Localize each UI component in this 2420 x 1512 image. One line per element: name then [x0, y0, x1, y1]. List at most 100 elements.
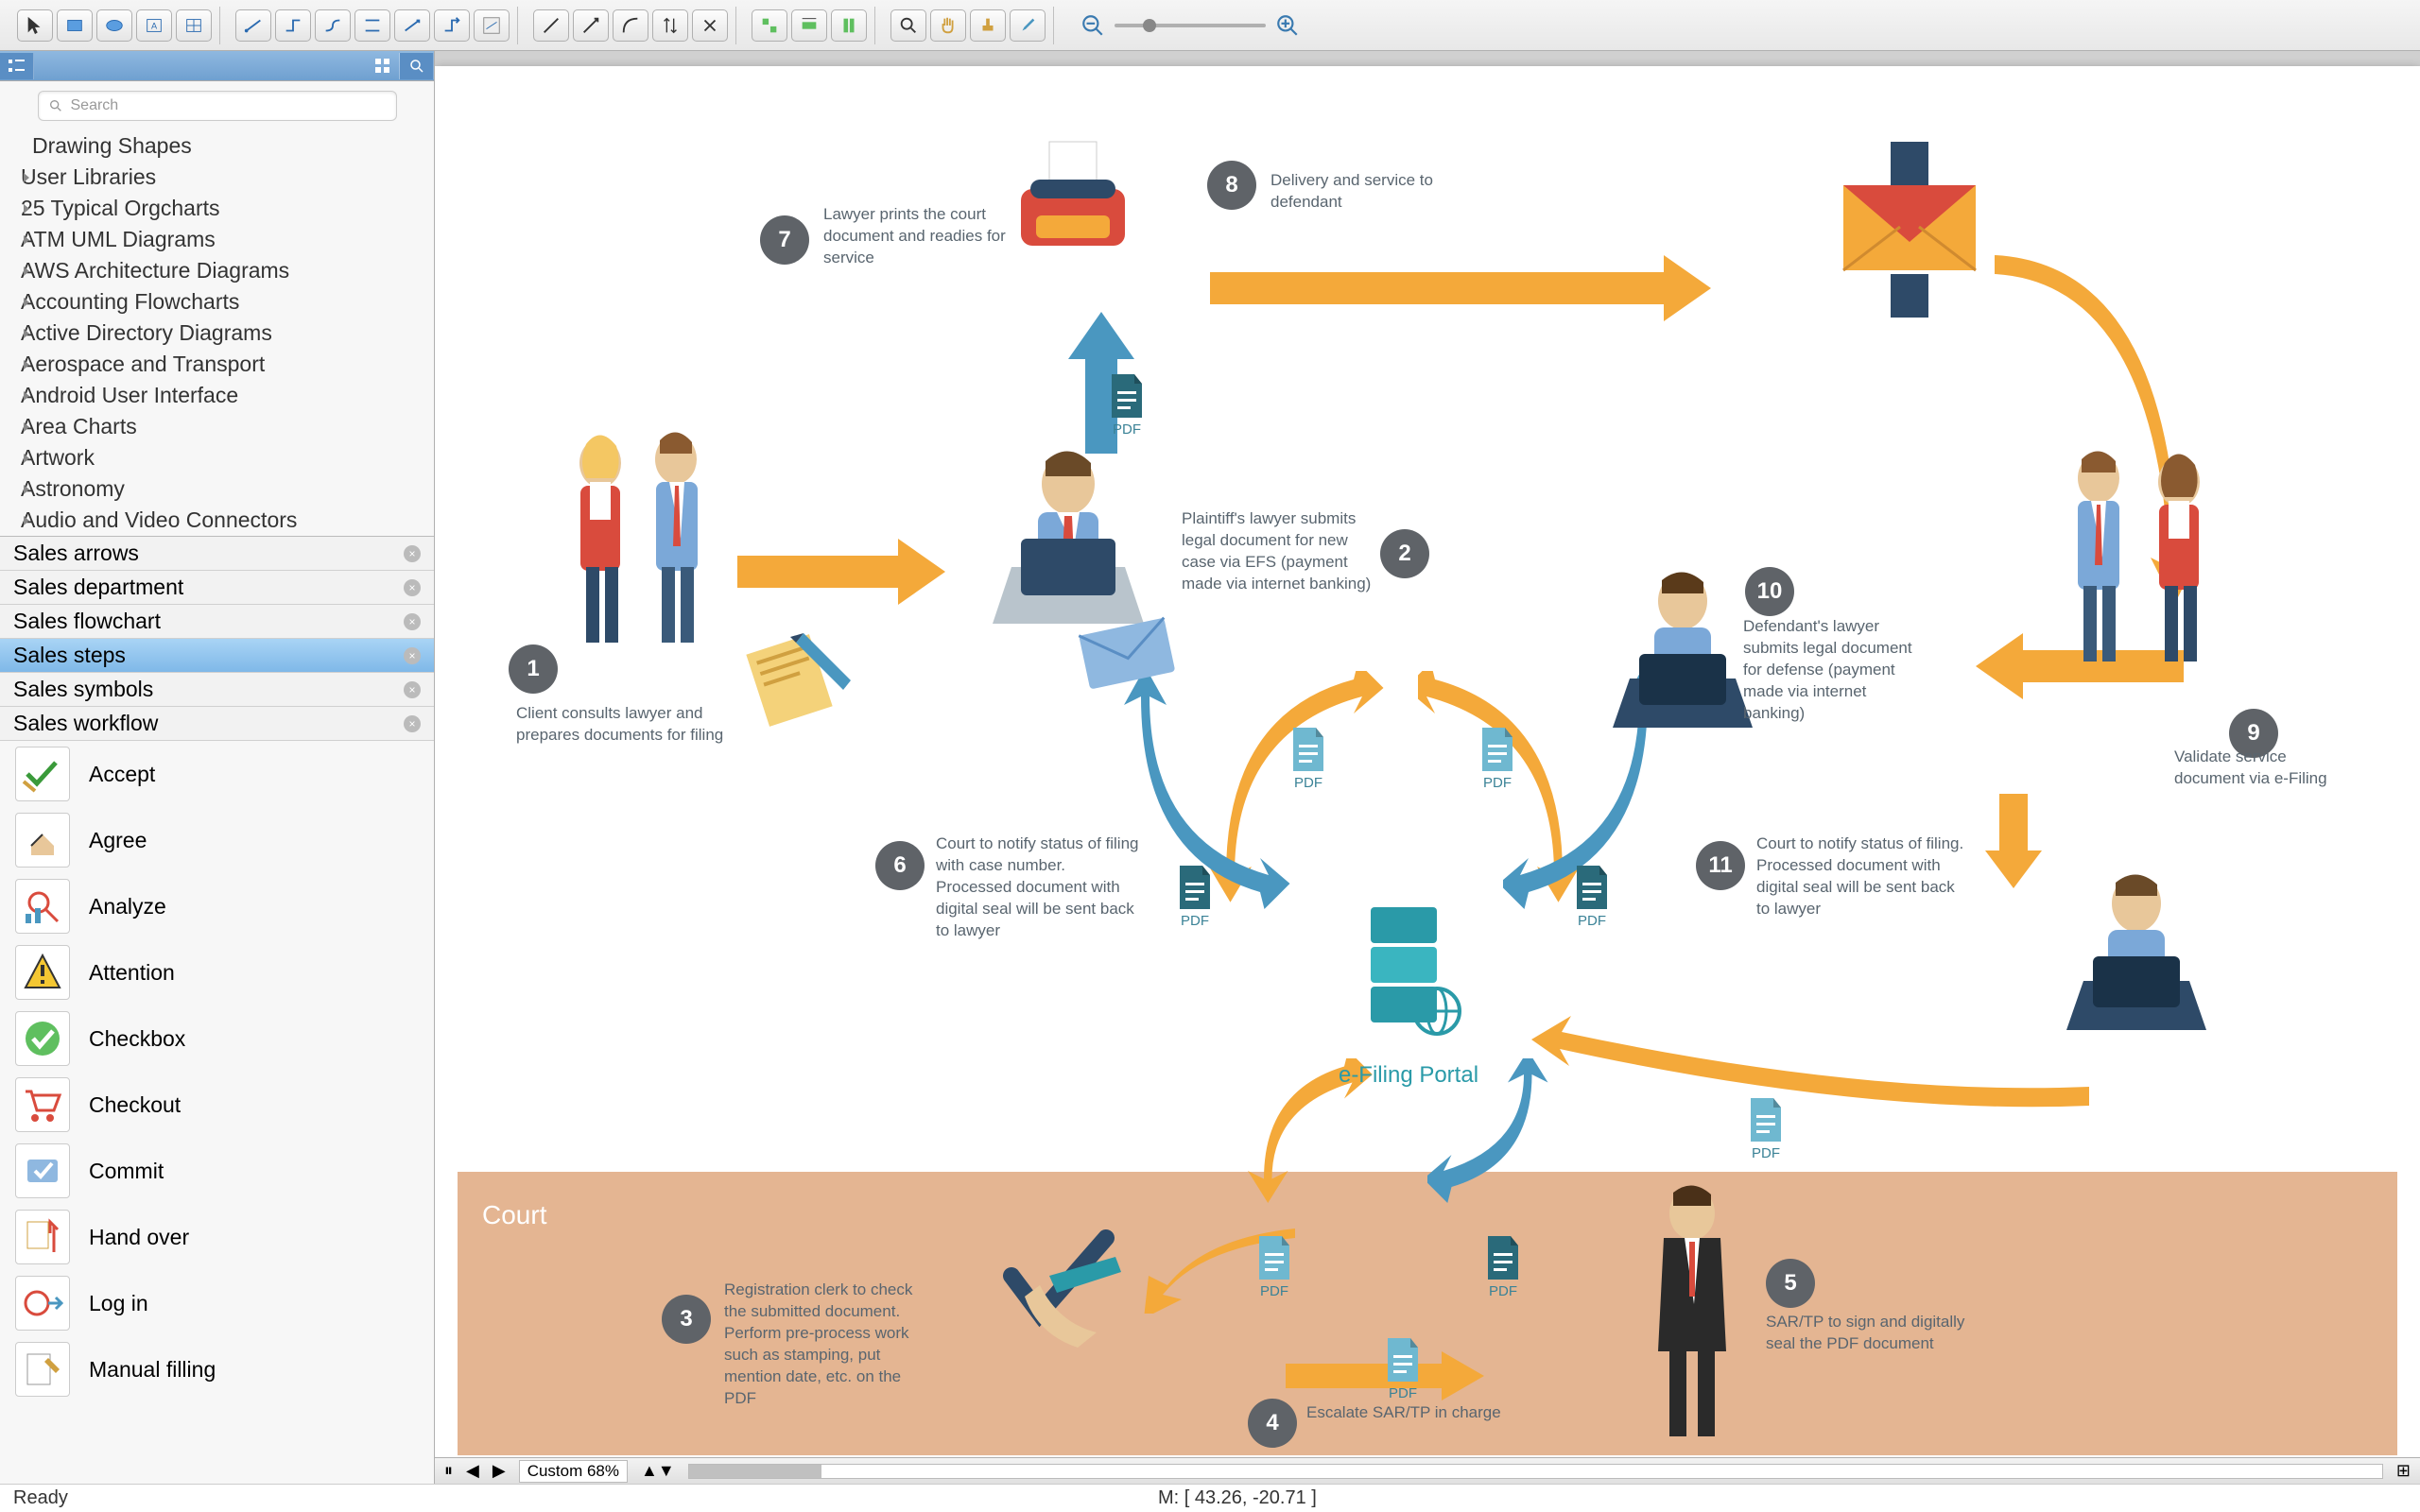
status-bar: Ready M: [ 43.26, -20.71 ]: [0, 1484, 2420, 1512]
connector-tool-7[interactable]: [474, 9, 510, 42]
zoom-slider[interactable]: [1080, 13, 1300, 38]
shape-label: Commit: [89, 1159, 164, 1184]
shape-item[interactable]: Accept: [0, 741, 434, 807]
shape-item[interactable]: Hand over: [0, 1204, 434, 1270]
zoom-tool[interactable]: [890, 9, 926, 42]
close-icon[interactable]: ×: [404, 715, 421, 732]
connector-tool-5[interactable]: [394, 9, 430, 42]
eyedropper-tool[interactable]: [1010, 9, 1046, 42]
stamp-tool[interactable]: [970, 9, 1006, 42]
connector-tool-3[interactable]: [315, 9, 351, 42]
library-item[interactable]: User Libraries: [0, 162, 434, 193]
align-tool-2[interactable]: [791, 9, 827, 42]
close-icon[interactable]: ×: [404, 579, 421, 596]
line-tool-5[interactable]: [692, 9, 728, 42]
library-item[interactable]: Aerospace and Transport: [0, 349, 434, 380]
library-item[interactable]: Accounting Flowcharts: [0, 286, 434, 318]
library-tab[interactable]: Sales flowchart ×: [0, 605, 434, 639]
select-tool[interactable]: [17, 9, 53, 42]
zoom-select[interactable]: Custom 68%: [519, 1460, 628, 1483]
pdf-icon: PDF: [1382, 1336, 1424, 1401]
library-item[interactable]: Artwork: [0, 442, 434, 473]
shape-thumb: [15, 1011, 70, 1066]
shape-thumb: [15, 1210, 70, 1264]
shape-thumb: [15, 1077, 70, 1132]
step-number: 1: [509, 644, 558, 694]
shape-item[interactable]: Attention: [0, 939, 434, 1005]
library-item[interactable]: AWS Architecture Diagrams: [0, 255, 434, 286]
chevron-right-icon: [21, 172, 32, 183]
library-item[interactable]: Drawing Shapes: [0, 130, 434, 162]
library-tab[interactable]: Sales arrows×: [0, 537, 434, 571]
line-tool-2[interactable]: [573, 9, 609, 42]
pan-tool[interactable]: [930, 9, 966, 42]
arrow-icon: [1531, 1011, 2099, 1125]
coordinates: M: [ 43.26, -20.71 ]: [1158, 1487, 1317, 1509]
library-item[interactable]: Area Charts: [0, 411, 434, 442]
toolbar-group-align: [744, 7, 875, 44]
rect-tool[interactable]: [57, 9, 93, 42]
connector-tool-6[interactable]: [434, 9, 470, 42]
close-icon[interactable]: ×: [404, 613, 421, 630]
step-number: 6: [875, 841, 925, 890]
shape-thumb: [15, 1143, 70, 1198]
step-number: 8: [1207, 161, 1256, 210]
page-nav-pause[interactable]: ⏸: [444, 1461, 453, 1481]
person-laptop-icon: [2061, 869, 2212, 1044]
library-tab[interactable]: Sales department×: [0, 571, 434, 605]
shape-item[interactable]: Manual filling: [0, 1336, 434, 1402]
shape-item[interactable]: Agree: [0, 807, 434, 873]
line-tool-3[interactable]: [613, 9, 648, 42]
shape-item[interactable]: Checkout: [0, 1072, 434, 1138]
zoom-in-icon[interactable]: [1275, 13, 1300, 38]
zoom-out-icon[interactable]: [1080, 13, 1105, 38]
close-icon[interactable]: ×: [404, 647, 421, 664]
sidebar-search-toggle[interactable]: [400, 53, 434, 79]
pdf-icon: PDF: [1106, 372, 1148, 438]
zoom-stepper[interactable]: ▲▼: [641, 1461, 675, 1481]
close-icon[interactable]: ×: [404, 545, 421, 562]
chevron-right-icon: [21, 515, 32, 526]
library-tab[interactable]: Sales steps×: [0, 639, 434, 673]
shape-item[interactable]: Analyze: [0, 873, 434, 939]
connector-tool-1[interactable]: [235, 9, 271, 42]
chevron-right-icon: [21, 234, 32, 246]
library-item[interactable]: Active Directory Diagrams: [0, 318, 434, 349]
toolbar-group-connectors: [228, 7, 518, 44]
tab-label: Sales flowchart: [13, 609, 161, 634]
diagram-canvas[interactable]: Court: [435, 66, 2420, 1457]
library-item[interactable]: Android User Interface: [0, 380, 434, 411]
library-tab[interactable]: Sales workflow×: [0, 707, 434, 741]
shape-item[interactable]: Checkbox: [0, 1005, 434, 1072]
library-item[interactable]: 25 Typical Orgcharts: [0, 193, 434, 224]
portal-label: e-Filing Portal: [1323, 1062, 1494, 1089]
canvas-corner-icon[interactable]: ⊞: [2396, 1461, 2411, 1481]
shape-item[interactable]: Log in: [0, 1270, 434, 1336]
step-text: Court to notify status of filing with ca…: [936, 833, 1144, 942]
search-input[interactable]: Search: [38, 91, 397, 121]
connector-tool-4[interactable]: [354, 9, 390, 42]
library-tab[interactable]: Sales symbols×: [0, 673, 434, 707]
library-item[interactable]: ATM UML Diagrams: [0, 224, 434, 255]
horizontal-scrollbar[interactable]: [688, 1464, 2383, 1479]
text-tool[interactable]: A: [136, 9, 172, 42]
align-tool-1[interactable]: [752, 9, 787, 42]
table-tool[interactable]: [176, 9, 212, 42]
library-item[interactable]: Audio and Video Connectors: [0, 505, 434, 536]
shape-item[interactable]: Commit: [0, 1138, 434, 1204]
sidebar-tree-view[interactable]: [0, 53, 34, 79]
search-placeholder: Search: [71, 97, 119, 114]
close-icon[interactable]: ×: [404, 681, 421, 698]
line-tool-4[interactable]: [652, 9, 688, 42]
page-nav-next[interactable]: ▶: [493, 1461, 506, 1481]
connector-tool-2[interactable]: [275, 9, 311, 42]
align-tool-3[interactable]: [831, 9, 867, 42]
chevron-right-icon: [21, 421, 32, 433]
line-tool-1[interactable]: [533, 9, 569, 42]
page-nav-prev[interactable]: ◀: [466, 1461, 479, 1481]
shape-thumb: [15, 813, 70, 868]
sidebar-grid-view[interactable]: [366, 53, 400, 79]
ellipse-tool[interactable]: [96, 9, 132, 42]
library-item[interactable]: Astronomy: [0, 473, 434, 505]
step-text: Client consults lawyer and prepares docu…: [516, 703, 724, 747]
